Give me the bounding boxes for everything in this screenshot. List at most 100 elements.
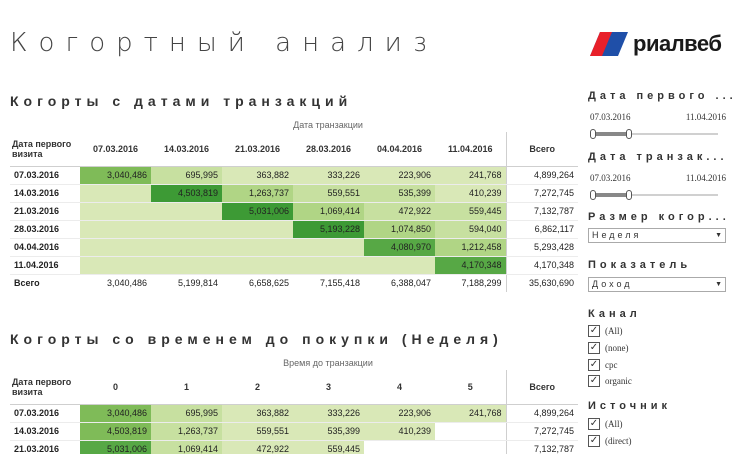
date-to: 11.04.2016 [685, 173, 726, 183]
table-cell[interactable]: 241,768 [435, 166, 506, 185]
table-cell[interactable]: 1,069,414 [151, 440, 222, 454]
slider-handle-start[interactable] [590, 129, 596, 139]
col-header[interactable]: 4 [364, 370, 435, 405]
table-cell[interactable] [222, 220, 293, 239]
col-header[interactable]: 28.03.2016 [293, 132, 364, 167]
table-cell[interactable] [293, 238, 364, 257]
row-total[interactable]: 5,293,428 [505, 238, 578, 257]
table-cell[interactable] [364, 256, 435, 275]
table-cell[interactable]: 1,074,850 [364, 220, 435, 239]
column-total[interactable]: 5,199,814 [151, 273, 222, 292]
table-cell[interactable] [80, 202, 151, 221]
table-cell[interactable]: 559,551 [293, 184, 364, 203]
table-cell[interactable]: 241,768 [435, 404, 506, 423]
col-header-total[interactable]: Всего [505, 370, 578, 405]
column-total[interactable]: 6,388,047 [364, 273, 435, 292]
table-cell[interactable]: 410,239 [364, 422, 435, 441]
row-total[interactable]: 4,170,348 [505, 256, 578, 275]
table-cell[interactable]: 472,922 [222, 440, 293, 454]
metric-select[interactable]: Доход ▼ [588, 277, 726, 292]
table-cell[interactable]: 594,040 [435, 220, 506, 239]
row-total[interactable]: 4,899,264 [505, 166, 578, 185]
col-header[interactable]: 2 [222, 370, 293, 405]
slider-handle-end[interactable] [626, 129, 632, 139]
table-cell[interactable] [151, 220, 222, 239]
col-header-total[interactable]: Всего [505, 132, 578, 167]
column-total[interactable]: 7,155,418 [293, 273, 364, 292]
table-cell[interactable] [151, 202, 222, 221]
table-cell[interactable]: 333,226 [293, 166, 364, 185]
col-header[interactable]: 3 [293, 370, 364, 405]
table-cell[interactable]: 1,263,737 [151, 422, 222, 441]
table-cell[interactable]: 4,503,819 [80, 422, 151, 441]
table-cell[interactable]: 535,399 [293, 422, 364, 441]
table-cell[interactable]: 4,080,970 [364, 238, 435, 257]
table-cell[interactable]: 363,882 [222, 166, 293, 185]
checkbox-channel-none[interactable]: ✓ (none) [588, 342, 629, 354]
table-cell[interactable] [293, 256, 364, 275]
table-cell[interactable] [435, 422, 506, 441]
table-cell[interactable]: 3,040,486 [80, 166, 151, 185]
row-total[interactable]: 7,272,745 [505, 184, 578, 203]
column-total[interactable]: 7,188,299 [435, 273, 506, 292]
checkbox-label: (none) [605, 343, 629, 353]
date-slider-first-visit[interactable] [590, 129, 718, 139]
column-total[interactable]: 6,658,625 [222, 273, 293, 292]
table-cell[interactable] [222, 238, 293, 257]
date-slider-transaction[interactable] [590, 190, 718, 200]
table-cell[interactable] [222, 256, 293, 275]
col-header[interactable]: 1 [151, 370, 222, 405]
checkbox-channel-organic[interactable]: ✓ organic [588, 375, 632, 387]
col-header[interactable]: 11.04.2016 [435, 132, 506, 167]
table-cell[interactable]: 410,239 [435, 184, 506, 203]
table-cell[interactable]: 559,445 [435, 202, 506, 221]
row-total[interactable]: 6,862,117 [505, 220, 578, 239]
table-cell[interactable]: 5,031,006 [80, 440, 151, 454]
table-cell[interactable] [435, 440, 506, 454]
table-cell[interactable] [151, 238, 222, 257]
col-header[interactable]: 5 [435, 370, 506, 405]
table-cell[interactable]: 5,193,228 [293, 220, 364, 239]
table-cell[interactable]: 535,399 [364, 184, 435, 203]
table-cell[interactable]: 363,882 [222, 404, 293, 423]
table-cell[interactable]: 4,503,819 [151, 184, 222, 203]
col-header[interactable]: 21.03.2016 [222, 132, 293, 167]
table-cell[interactable]: 1,212,458 [435, 238, 506, 257]
table-cell[interactable]: 695,995 [151, 166, 222, 185]
table-cell[interactable]: 559,445 [293, 440, 364, 454]
checkbox-channel-all[interactable]: ✓ (All) [588, 325, 623, 337]
slider-handle-start[interactable] [590, 190, 596, 200]
checkbox-source-direct[interactable]: ✓ (direct) [588, 435, 631, 447]
col-header[interactable]: 14.03.2016 [151, 132, 222, 167]
row-total[interactable]: 7,272,745 [505, 422, 578, 441]
table-cell[interactable] [80, 220, 151, 239]
row-total[interactable]: 7,132,787 [505, 440, 578, 454]
table-cell[interactable]: 1,263,737 [222, 184, 293, 203]
column-total[interactable]: 3,040,486 [80, 273, 151, 292]
slider-handle-end[interactable] [626, 190, 632, 200]
table-cell[interactable] [80, 184, 151, 203]
table-cell[interactable] [364, 440, 435, 454]
table-cell[interactable]: 5,031,006 [222, 202, 293, 221]
checkbox-source-all[interactable]: ✓ (All) [588, 418, 623, 430]
table-cell[interactable]: 472,922 [364, 202, 435, 221]
table-cell[interactable]: 559,551 [222, 422, 293, 441]
grand-total[interactable]: 35,630,690 [505, 273, 578, 292]
table-cell[interactable]: 695,995 [151, 404, 222, 423]
col-header[interactable]: 0 [80, 370, 151, 405]
checkbox-channel-cpc[interactable]: ✓ cpc [588, 359, 618, 371]
table-cell[interactable]: 1,069,414 [293, 202, 364, 221]
table-cell[interactable] [80, 256, 151, 275]
table-cell[interactable]: 223,906 [364, 404, 435, 423]
row-total[interactable]: 7,132,787 [505, 202, 578, 221]
table-cell[interactable]: 4,170,348 [435, 256, 506, 275]
table-cell[interactable]: 223,906 [364, 166, 435, 185]
cohort-size-select[interactable]: Неделя ▼ [588, 228, 726, 243]
col-header[interactable]: 04.04.2016 [364, 132, 435, 167]
col-header[interactable]: 07.03.2016 [80, 132, 151, 167]
table-cell[interactable]: 333,226 [293, 404, 364, 423]
table-cell[interactable] [80, 238, 151, 257]
table-cell[interactable] [151, 256, 222, 275]
row-total[interactable]: 4,899,264 [505, 404, 578, 423]
table-cell[interactable]: 3,040,486 [80, 404, 151, 423]
